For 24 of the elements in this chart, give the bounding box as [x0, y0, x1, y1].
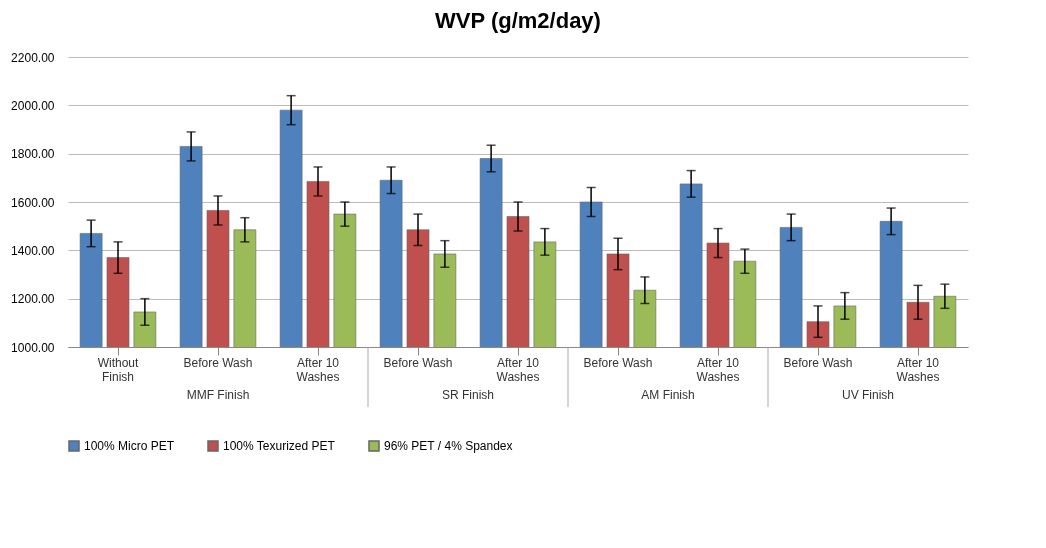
x-tick-label: Before Wash: [383, 355, 453, 370]
x-tick-label: Before Wash: [783, 355, 853, 370]
text: SR Finish: [441, 388, 495, 402]
legend-label: 100% Texurized PET: [223, 439, 336, 453]
y-tick-label: 2000.00: [11, 98, 55, 113]
text: UV Finish: [841, 388, 895, 402]
y-tick-label: 1200.00: [11, 292, 55, 307]
y-tick-label: 1600.00: [11, 195, 55, 210]
x-tick-label: Without Finish: [97, 355, 139, 384]
y-tick-label: 1800.00: [11, 147, 55, 162]
x-tick-label: After 10 Washes: [696, 355, 740, 384]
x-tick-label: Before Wash: [583, 355, 653, 370]
text: AM Finish: [641, 388, 695, 402]
x-tick-label: After 10 Washes: [496, 355, 540, 384]
text: MMF Finish: [186, 388, 250, 402]
x-tick-label: After 10 Washes: [896, 355, 940, 384]
chart-title: WVP (g/m2/day): [435, 8, 601, 33]
x-tick-label: After 10 Washes: [296, 355, 340, 384]
y-tick-label: 1400.00: [11, 243, 55, 258]
y-tick-label: 2200.00: [11, 50, 55, 65]
legend-label: 96% PET / 4% Spandex: [384, 439, 513, 453]
y-tick-label: 1000.00: [11, 340, 55, 355]
legend-label: 100% Micro PET: [84, 439, 175, 453]
x-tick-label: Before Wash: [183, 355, 253, 370]
